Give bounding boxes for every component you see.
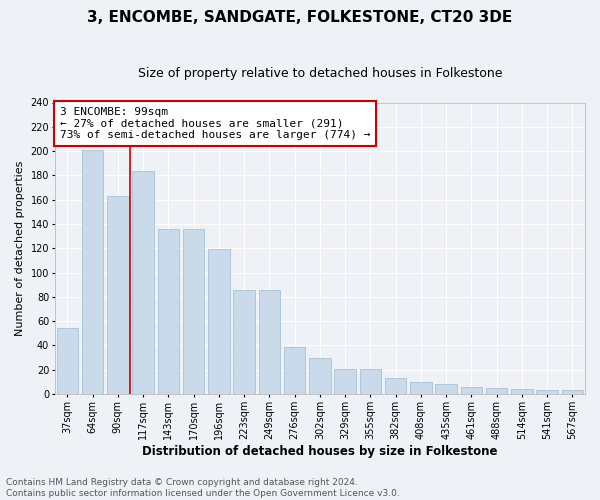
Bar [208,250,230,394]
Bar [359,368,381,394]
Text: Contains HM Land Registry data © Crown copyright and database right 2024.
Contai: Contains HM Land Registry data © Crown c… [6,478,400,498]
Bar [461,386,482,394]
Bar [309,358,331,394]
Bar [562,390,583,394]
X-axis label: Distribution of detached houses by size in Folkestone: Distribution of detached houses by size … [142,444,497,458]
Bar [511,389,533,394]
Bar [233,290,255,394]
Bar [284,346,305,394]
Bar [133,170,154,394]
Y-axis label: Number of detached properties: Number of detached properties [15,160,25,336]
Title: Size of property relative to detached houses in Folkestone: Size of property relative to detached ho… [137,68,502,80]
Bar [334,368,356,394]
Bar [410,382,431,394]
Bar [385,378,406,394]
Bar [56,328,78,394]
Bar [183,229,205,394]
Bar [486,388,508,394]
Bar [436,384,457,394]
Bar [82,150,103,394]
Bar [158,229,179,394]
Bar [107,196,128,394]
Bar [259,290,280,394]
Bar [536,390,558,394]
Text: 3, ENCOMBE, SANDGATE, FOLKESTONE, CT20 3DE: 3, ENCOMBE, SANDGATE, FOLKESTONE, CT20 3… [88,10,512,25]
Text: 3 ENCOMBE: 99sqm
← 27% of detached houses are smaller (291)
73% of semi-detached: 3 ENCOMBE: 99sqm ← 27% of detached house… [60,107,371,140]
